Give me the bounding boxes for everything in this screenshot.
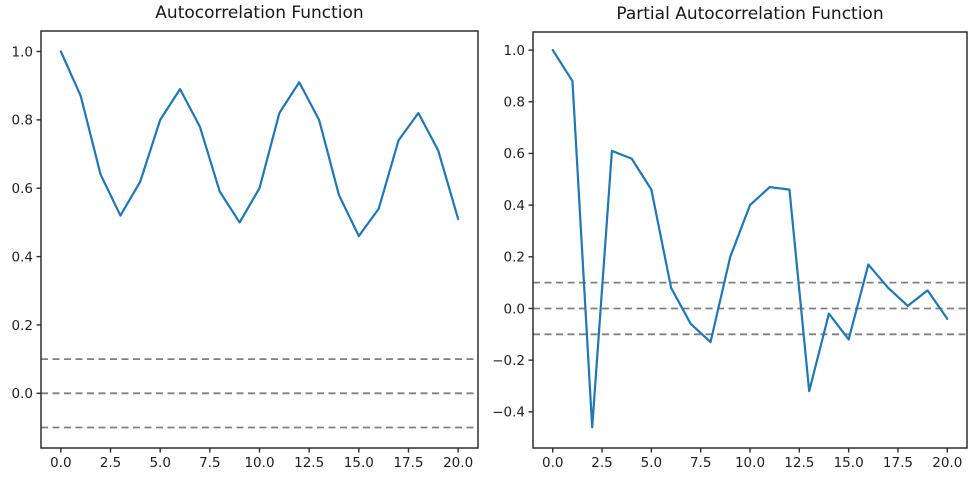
axes-spines <box>40 30 479 449</box>
pacf-chart-title: Partial Autocorrelation Function <box>616 4 884 24</box>
x-tick-label: 15.0 <box>834 455 864 471</box>
acf-chart-title: Autocorrelation Function <box>155 3 364 23</box>
axes-spines <box>532 31 968 449</box>
x-tick-label: 10.0 <box>735 455 765 471</box>
x-tick-label: 20.0 <box>443 455 473 471</box>
y-tick-label: 0.6 <box>504 146 525 162</box>
y-tick-label: 0.2 <box>12 318 33 334</box>
partial_autocorrelation-line <box>551 48 949 429</box>
autocorrelation-line <box>59 50 460 238</box>
x-tick-label: 0.0 <box>50 455 71 471</box>
y-tick-label: 0.4 <box>504 198 525 214</box>
y-tick-label: 1.0 <box>504 43 525 59</box>
y-tick-label: 0.8 <box>504 95 525 111</box>
acf-plot-area: 0.0 2.5 5.0 7.5 10.0 12.5 15.0 17.5 20.0 0.0 0.2 0.… <box>12 30 479 471</box>
pacf-subplot: Partial Autocorrelation Function 0.0 2.5 5… <box>487 0 975 482</box>
x-tick-label: 17.5 <box>393 455 423 471</box>
y-tick-label: 0.0 <box>504 301 525 317</box>
y-tick-label: 0.8 <box>12 113 33 129</box>
acf-subplot: Autocorrelation Function 0.0 2.5 5.0 7.5 10.… <box>0 0 487 482</box>
y-tick-label: 1.0 <box>12 44 33 60</box>
y-tick-label: −0.2 <box>492 353 525 369</box>
x-tick-label: 17.5 <box>883 455 913 471</box>
x-tick-label: 12.5 <box>784 455 814 471</box>
y-tick-label: 0.6 <box>12 181 33 197</box>
x-tick-label: 5.0 <box>641 455 662 471</box>
y-tick-label: 0.0 <box>12 386 33 402</box>
x-tick-label: 2.5 <box>591 455 612 471</box>
x-tick-label: 7.5 <box>199 455 220 471</box>
x-tick-label: 10.0 <box>244 455 274 471</box>
y-tick-label: 0.4 <box>12 249 33 265</box>
x-tick-label: 12.5 <box>294 455 324 471</box>
x-tick-label: 20.0 <box>932 455 962 471</box>
x-tick-label: 15.0 <box>344 455 374 471</box>
pacf-plot-area: 0.0 2.5 5.0 7.5 10.0 12.5 15.0 17.5 20.0 −0.4 −0.2… <box>492 31 968 471</box>
x-tick-label: 2.5 <box>100 455 121 471</box>
x-tick-label: 0.0 <box>542 455 563 471</box>
y-tick-label: 0.2 <box>504 250 525 266</box>
x-tick-label: 5.0 <box>149 455 170 471</box>
y-tick-label: −0.4 <box>492 405 525 421</box>
x-tick-label: 7.5 <box>690 455 711 471</box>
